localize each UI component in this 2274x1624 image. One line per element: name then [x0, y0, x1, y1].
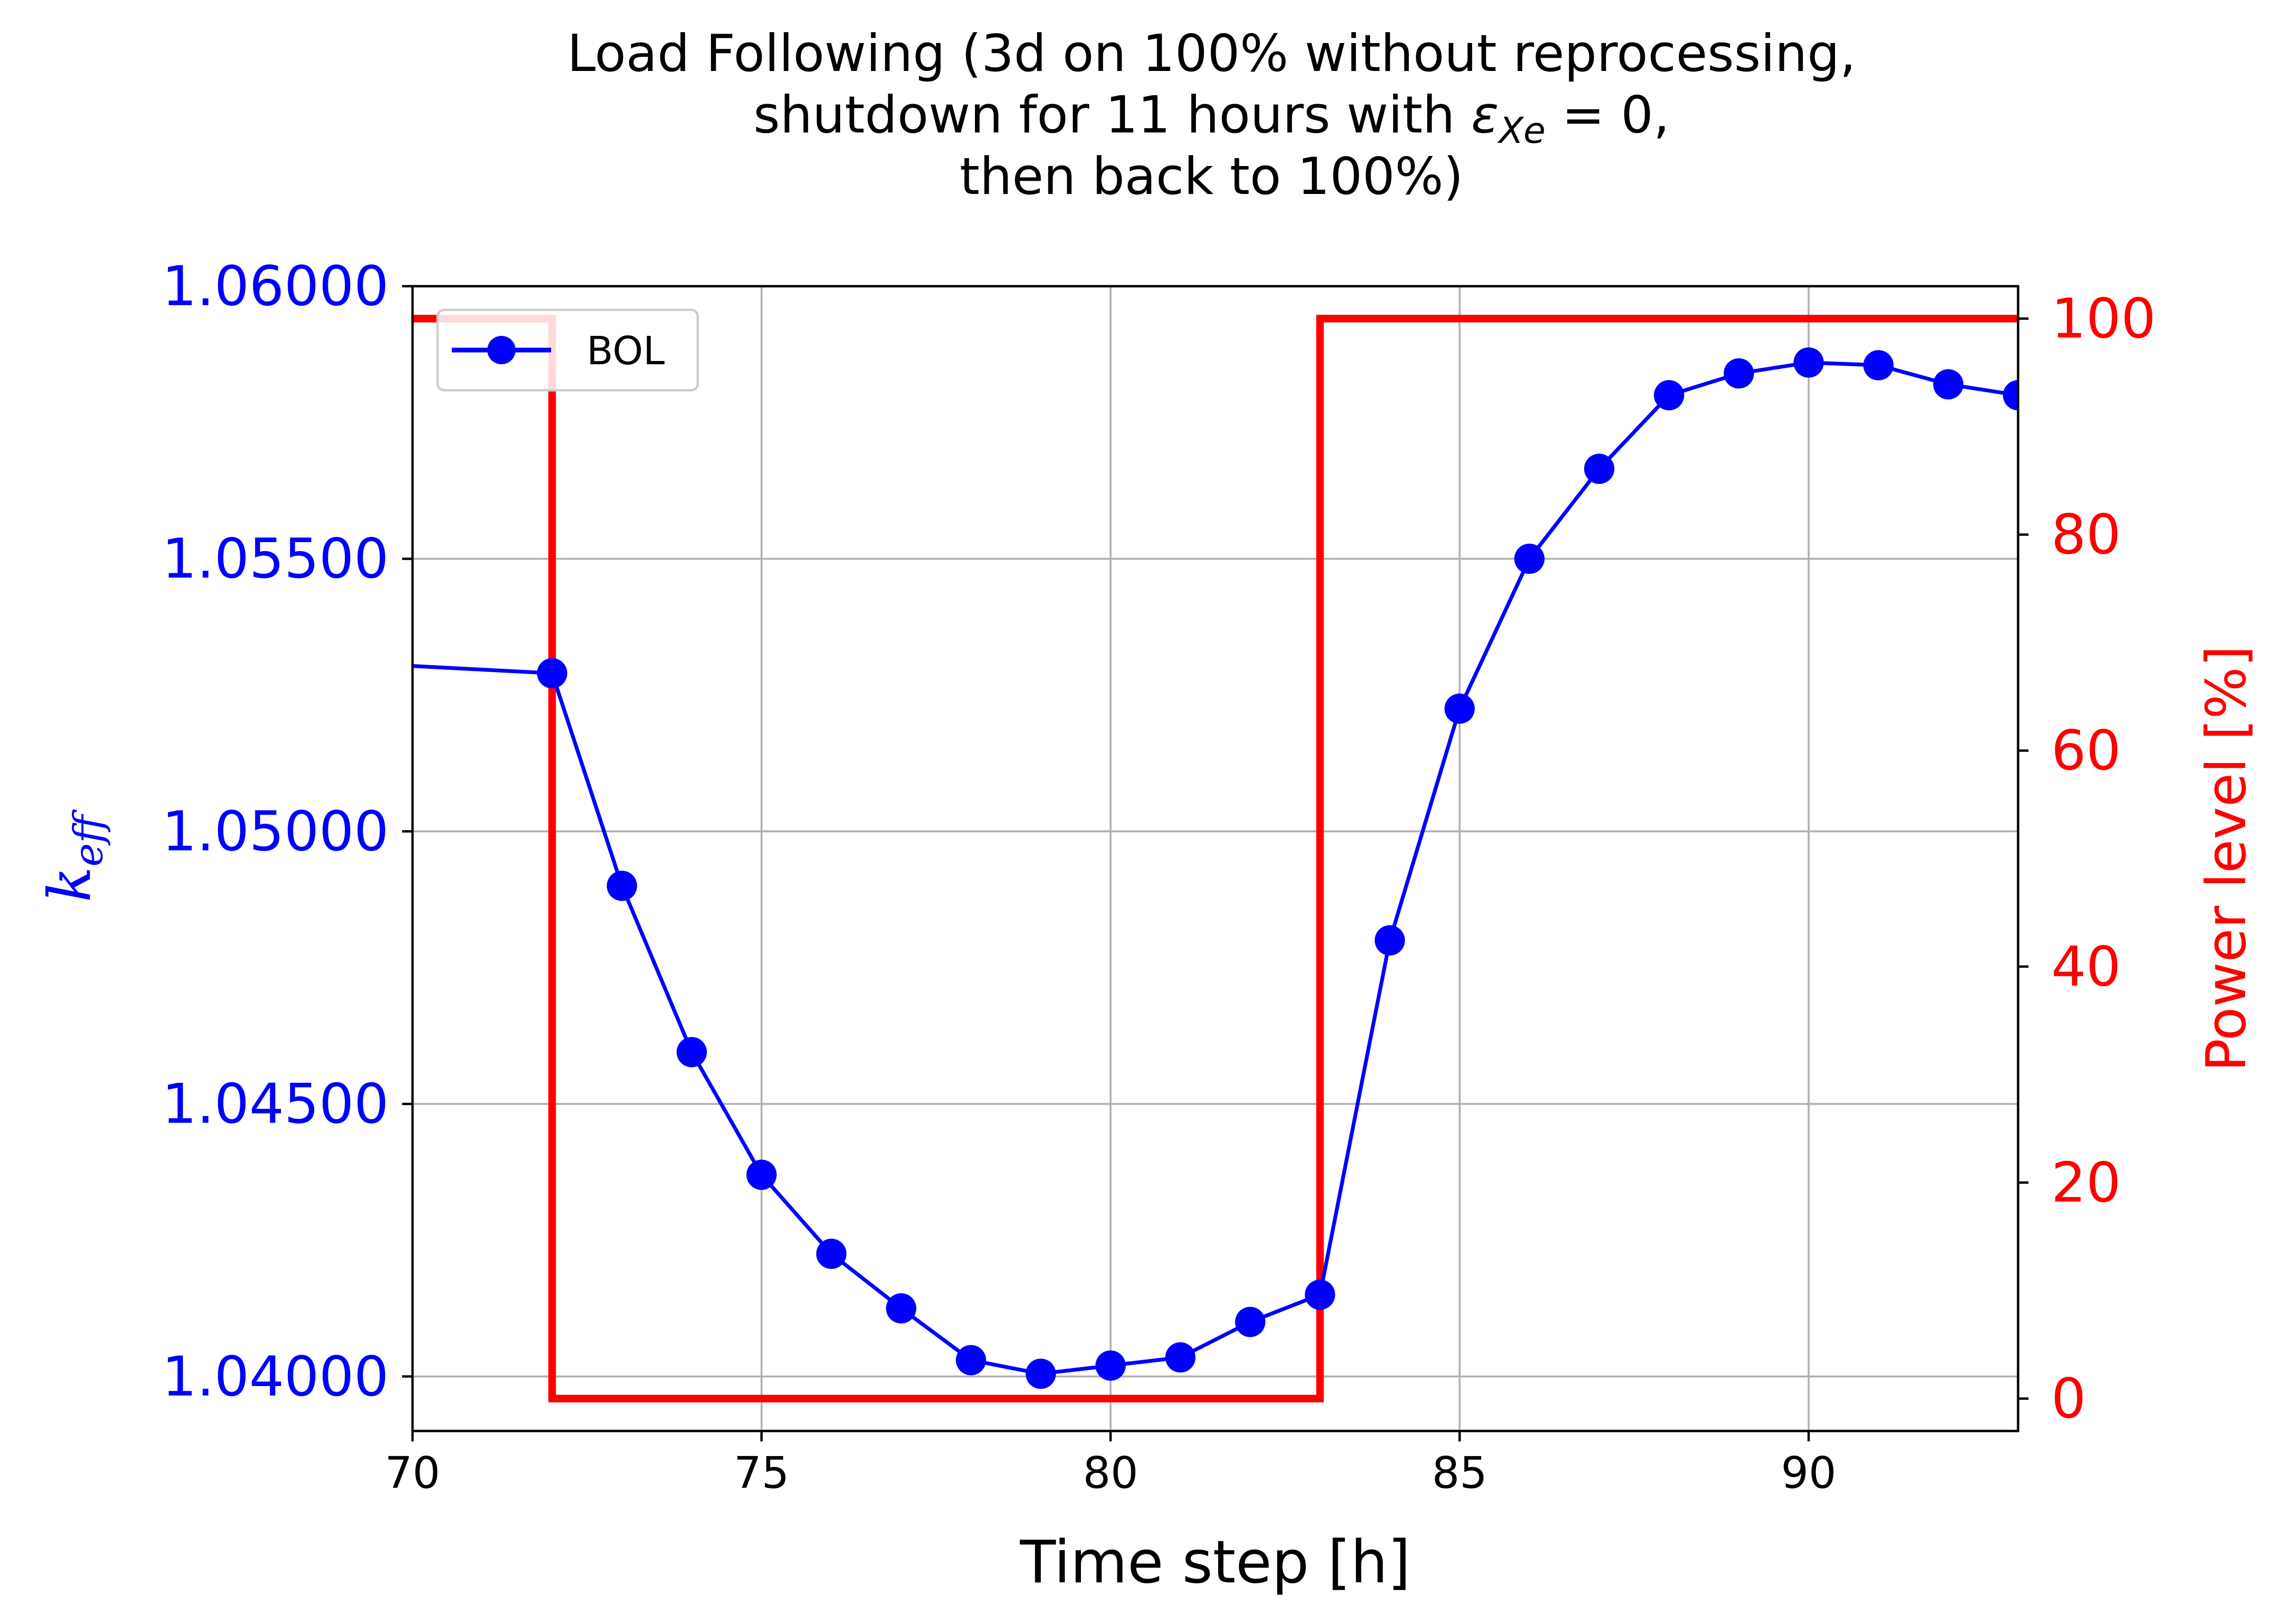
keff-point	[606, 870, 637, 901]
legend-box	[436, 308, 699, 392]
title-epsilon-subscript: Xe	[1497, 109, 1545, 151]
keff-point	[1863, 350, 1894, 381]
x-tick-label: 80	[1083, 1448, 1138, 1498]
y-left-axis-label-subscript: eff	[65, 809, 112, 867]
x-tick-label: 90	[1781, 1448, 1836, 1498]
y-left-axis-label: keff	[36, 809, 112, 902]
keff-point	[746, 1159, 777, 1190]
y-right-axis-ticks: 0 20 40 60 80 100	[2018, 287, 2156, 1431]
keff-point	[886, 1293, 916, 1324]
y-left-tick-label: 1.05500	[162, 527, 389, 591]
title-line-2: shutdown for 11 hours with εXe = 0,	[754, 86, 1670, 151]
power-series	[413, 315, 2018, 1403]
keff-point	[1095, 1350, 1126, 1381]
y-right-tick-label: 40	[2051, 935, 2121, 999]
keff-series	[413, 347, 2018, 1389]
keff-point	[1933, 369, 1964, 400]
x-tick-label: 75	[734, 1448, 789, 1498]
legend: BOL	[436, 308, 699, 392]
keff-point	[1444, 693, 1475, 724]
title-epsilon-tail: = 0,	[1545, 86, 1669, 145]
keff-line	[413, 360, 2018, 1376]
keff-point	[1514, 544, 1545, 574]
grid	[412, 285, 2018, 1431]
x-tick-label: 85	[1432, 1448, 1487, 1498]
keff-point	[1723, 358, 1754, 389]
keff-point	[1654, 380, 1685, 411]
y-right-tick-label: 100	[2051, 287, 2156, 351]
title-line-2-text: shutdown for 11 hours with	[754, 86, 1471, 145]
keff-point	[956, 1345, 986, 1376]
keff-point	[1026, 1359, 1056, 1389]
keff-point	[1584, 454, 1615, 484]
y-right-axis-label: Power level [%]	[2195, 645, 2258, 1071]
title-line-3: then back to 100%)	[960, 147, 1464, 206]
keff-point	[1305, 1279, 1335, 1310]
y-right-tick-label: 60	[2051, 719, 2121, 783]
y-right-tick-label: 20	[2051, 1151, 2121, 1215]
legend-label-bol: BOL	[587, 329, 665, 374]
y-left-tick-label: 1.05000	[162, 799, 389, 863]
plot-frame	[411, 285, 2019, 1432]
y-left-tick-label: 1.04000	[162, 1345, 389, 1409]
keff-point	[1793, 347, 1824, 378]
y-left-tick-label: 1.04500	[162, 1072, 389, 1136]
y-left-axis-ticks: 1.04000 1.04500 1.05000 1.05500 1.06000	[162, 255, 413, 1409]
keff-point	[537, 658, 568, 689]
y-right-tick-label: 80	[2051, 503, 2121, 567]
x-axis-label: Time step [h]	[1019, 1528, 1411, 1597]
title-epsilon-symbol: ε	[1471, 86, 1499, 145]
power-step-line	[413, 315, 2018, 1403]
keff-point	[2003, 380, 2018, 411]
chart-title: Load Following (3d on 100% without repro…	[567, 24, 1856, 206]
y-left-tick-label: 1.06000	[162, 255, 389, 318]
x-axis-ticks: 70 75 80 85 90	[385, 1431, 1836, 1498]
legend-marker-swatch	[487, 336, 516, 364]
keff-point	[676, 1037, 707, 1068]
title-line-1: Load Following (3d on 100% without repro…	[567, 24, 1856, 83]
keff-point	[1235, 1307, 1265, 1337]
keff-point	[816, 1238, 847, 1269]
y-left-axis-label-symbol: k	[36, 867, 104, 902]
y-right-tick-label: 0	[2051, 1367, 2086, 1431]
x-tick-label: 70	[385, 1448, 440, 1498]
keff-point	[1165, 1342, 1196, 1373]
keff-point	[1374, 925, 1405, 956]
